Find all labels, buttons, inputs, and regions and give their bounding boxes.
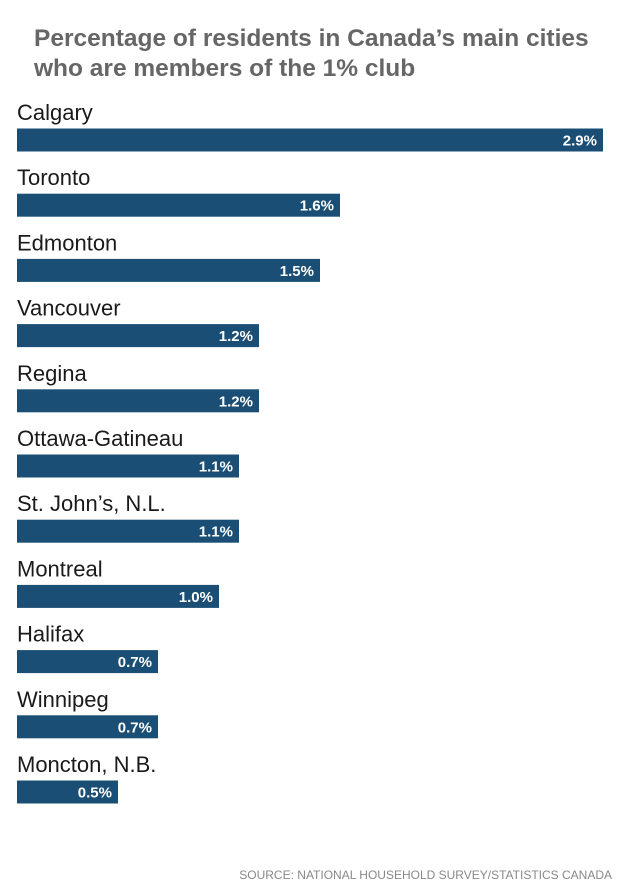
chart-title: Percentage of residents in Canada’s main… bbox=[34, 24, 614, 84]
value-label: 1.5% bbox=[280, 263, 314, 280]
bar-group: St. John’s, N.L. 1.1% bbox=[17, 491, 239, 543]
category-label: Montreal bbox=[17, 556, 103, 581]
bar bbox=[17, 454, 239, 478]
category-label: Regina bbox=[17, 361, 87, 386]
category-label: Calgary bbox=[17, 100, 93, 125]
chart-title-line-2: who are members of the 1% club bbox=[34, 55, 416, 82]
bar bbox=[17, 650, 158, 674]
category-label: Ottawa-Gatineau bbox=[17, 426, 183, 451]
value-label: 1.6% bbox=[300, 198, 334, 215]
value-label: 1.2% bbox=[219, 393, 253, 410]
bar-group: Edmonton 1.5% bbox=[17, 230, 320, 282]
bar bbox=[17, 193, 340, 217]
category-label: Halifax bbox=[17, 622, 84, 647]
bar-group: Halifax 0.7% bbox=[17, 622, 158, 674]
bar-group: Moncton, N.B. 0.5% bbox=[17, 752, 156, 804]
bar bbox=[17, 519, 239, 543]
category-label: Winnipeg bbox=[17, 687, 109, 712]
bar bbox=[17, 258, 320, 282]
value-label: 2.9% bbox=[563, 133, 597, 150]
bar bbox=[17, 389, 259, 413]
bar-group: Montreal 1.0% bbox=[17, 556, 219, 608]
bar-group: Ottawa-Gatineau 1.1% bbox=[17, 426, 239, 478]
value-label: 1.1% bbox=[199, 524, 233, 541]
value-label: 0.7% bbox=[118, 654, 152, 671]
value-label: 0.5% bbox=[78, 785, 112, 802]
bar bbox=[17, 715, 158, 739]
bar-group: Toronto 1.6% bbox=[17, 165, 340, 217]
bar bbox=[17, 128, 603, 152]
bar-group: Calgary 2.9% bbox=[17, 100, 603, 152]
bar bbox=[17, 324, 259, 348]
category-label: St. John’s, N.L. bbox=[17, 491, 166, 516]
bar-group: Regina 1.2% bbox=[17, 361, 259, 413]
category-label: Toronto bbox=[17, 165, 90, 190]
bar bbox=[17, 584, 219, 608]
value-label: 1.1% bbox=[199, 459, 233, 476]
bar-group: Vancouver 1.2% bbox=[17, 296, 259, 348]
bar-group: Winnipeg 0.7% bbox=[17, 687, 158, 739]
source-note: SOURCE: NATIONAL HOUSEHOLD SURVEY/STATIS… bbox=[239, 868, 612, 882]
bar bbox=[17, 780, 118, 804]
value-label: 1.0% bbox=[179, 589, 213, 606]
value-label: 1.2% bbox=[219, 328, 253, 345]
value-label: 0.7% bbox=[118, 719, 152, 736]
category-label: Edmonton bbox=[17, 230, 117, 255]
category-label: Vancouver bbox=[17, 296, 121, 321]
category-label: Moncton, N.B. bbox=[17, 752, 156, 777]
chart-title-line-1: Percentage of residents in Canada’s main… bbox=[34, 25, 589, 52]
